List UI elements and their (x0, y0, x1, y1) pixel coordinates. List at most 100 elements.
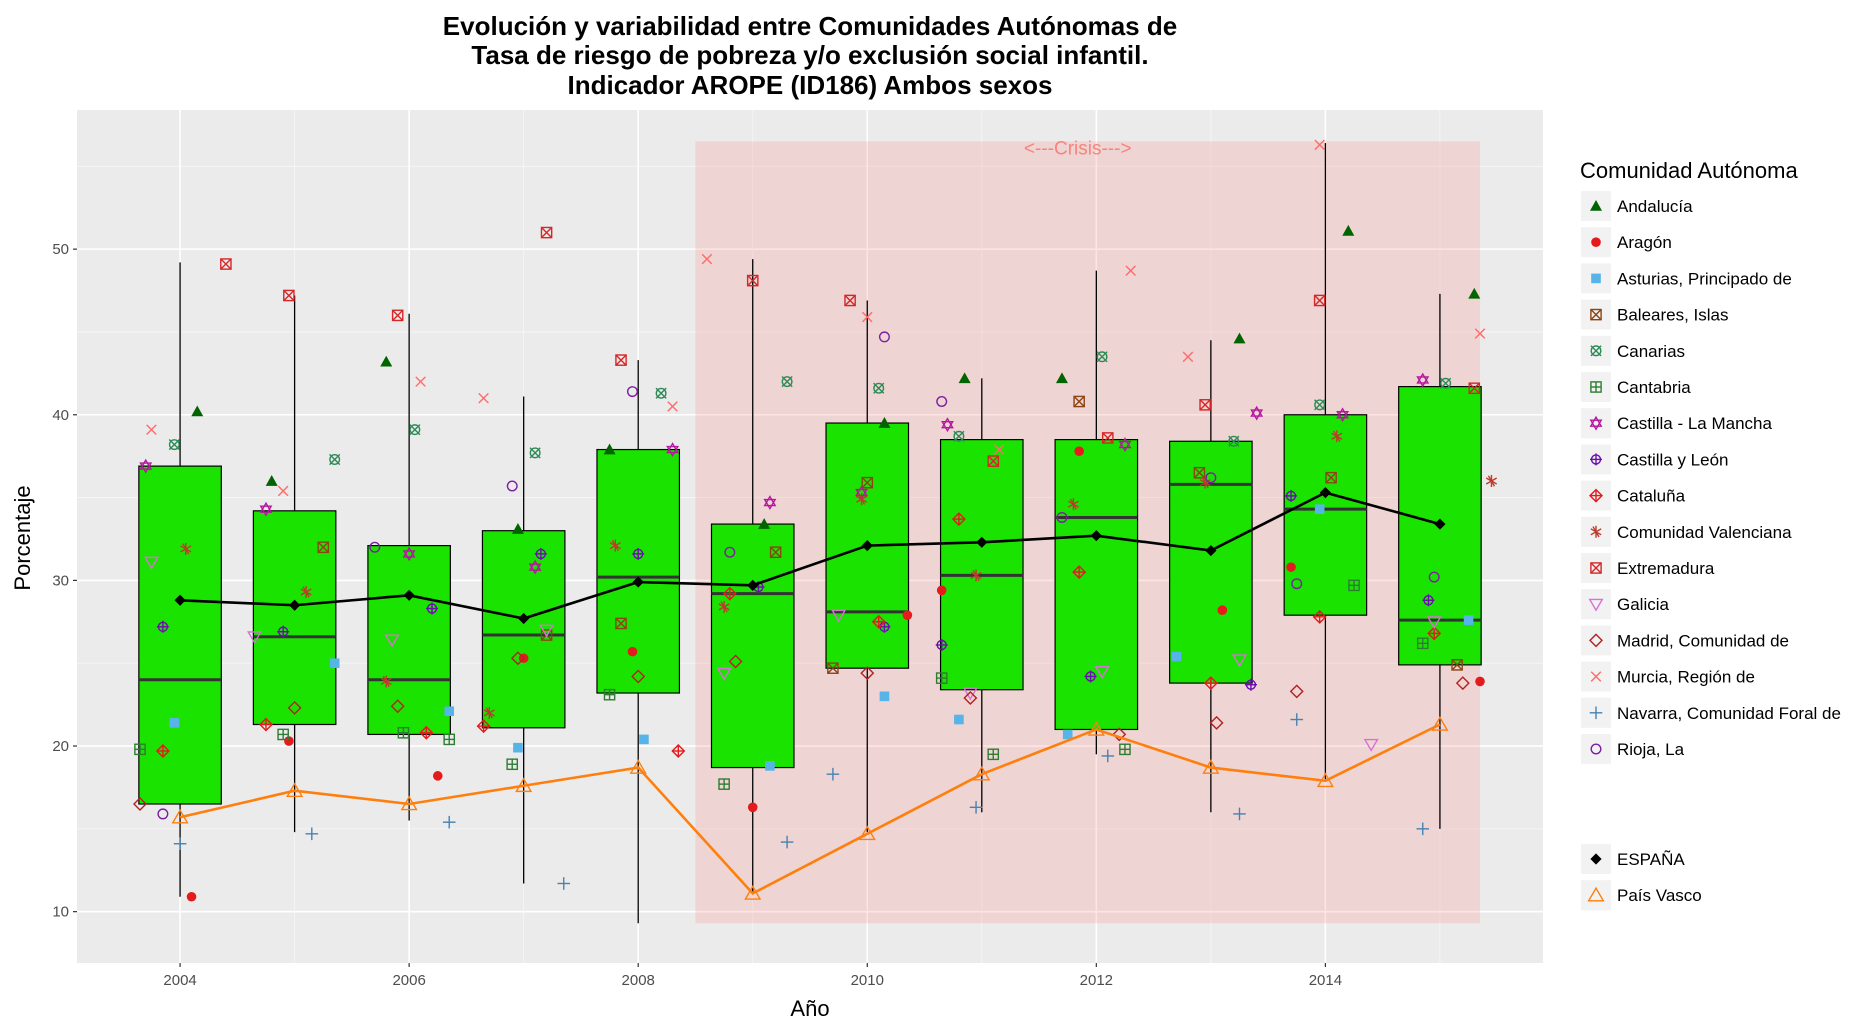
legend-key-marker (1590, 743, 1602, 755)
series-point (1455, 676, 1470, 691)
series-point-stroke (1199, 399, 1211, 411)
series-point-shape (1363, 738, 1379, 752)
series-point-stroke (529, 447, 541, 459)
legend-key-marker-shape (1588, 598, 1604, 612)
series-point (265, 475, 278, 486)
series-point-shape (936, 585, 947, 596)
series-point (277, 485, 289, 497)
series-point-stroke (1314, 139, 1325, 151)
series-point (861, 311, 873, 323)
series-point-shape (1062, 729, 1073, 740)
series-point (1290, 713, 1304, 726)
box-body (596, 448, 681, 694)
line-path (179, 723, 1441, 896)
x-tick-label: 2010 (851, 972, 884, 989)
series-point (1096, 351, 1108, 363)
series-15 (157, 331, 1440, 820)
series-point-stroke (1451, 659, 1463, 671)
line-point (289, 599, 301, 611)
series-point-shape (329, 453, 341, 465)
legend-key-marker-shape (1589, 415, 1603, 427)
series-point-shape (1475, 676, 1485, 687)
series-point (511, 523, 524, 534)
series-point (701, 253, 713, 265)
series-point (746, 274, 759, 287)
series-point (1062, 729, 1073, 740)
series-point-stroke (655, 387, 667, 399)
legend-label: ESPAÑA (1617, 850, 1685, 869)
series-point (180, 542, 192, 555)
series-point (277, 728, 289, 741)
box-2004 (138, 262, 222, 897)
series-point-shape (716, 667, 732, 681)
box-2009 (710, 259, 795, 894)
series-point (1422, 594, 1435, 607)
series-point-stroke (302, 586, 310, 598)
series-point-shape (953, 430, 965, 442)
series-point (765, 761, 775, 771)
legend-key-marker (1590, 381, 1602, 393)
series-point-stroke (182, 543, 190, 555)
legend-item: Cataluña (1581, 480, 1686, 511)
series-point-stroke (844, 294, 856, 307)
line-point (174, 594, 186, 606)
series-point (317, 541, 330, 554)
series-1 (186, 446, 1485, 902)
line-point-shape (400, 795, 418, 811)
series-point (951, 512, 966, 527)
legend-key-marker-stroke (1590, 671, 1602, 682)
series-point (935, 672, 948, 684)
series-11 (143, 556, 1442, 752)
line-point-shape (518, 612, 530, 625)
series-point-shape (317, 541, 330, 554)
series-point (1314, 504, 1325, 514)
series-point (935, 638, 948, 651)
series-point-shape (655, 387, 667, 399)
x-tick-label: 2014 (1309, 972, 1342, 989)
line-point-shape (632, 576, 644, 588)
series-point-shape (1314, 504, 1325, 514)
legend-item: Asturias, Principado de (1581, 263, 1792, 294)
series-point-shape (1096, 351, 1108, 363)
series-point (557, 877, 571, 890)
series-point-shape (724, 546, 736, 558)
series-point-shape2 (528, 563, 542, 575)
legend-key-marker-stroke (1590, 309, 1602, 321)
legend-item: ESPAÑA (1581, 844, 1685, 874)
series-point (718, 600, 730, 613)
series-point-shape (510, 651, 525, 666)
series-point (444, 706, 455, 717)
series-point-stroke (747, 275, 759, 287)
series-point (510, 651, 525, 666)
series-point (380, 355, 393, 367)
series-point-shape (666, 442, 679, 454)
series-point-stroke (1193, 467, 1206, 479)
series-point-shape (391, 309, 404, 322)
series-9 (180, 430, 1498, 719)
series-point-shape (1112, 727, 1127, 742)
legend-label: Baleares, Islas (1617, 306, 1729, 325)
series-point-shape (936, 396, 948, 408)
series-point (831, 609, 847, 623)
series-point (1485, 475, 1498, 488)
series-point (1119, 743, 1131, 756)
series-point (993, 444, 1005, 455)
legend-item: País Vasco (1581, 880, 1702, 911)
series-point (1451, 659, 1463, 671)
legend-title: Comunidad Autónoma (1580, 158, 1798, 183)
y-tick-label: 40 (52, 407, 69, 424)
series-point-shape (831, 609, 847, 623)
series-point (173, 837, 187, 851)
legend-key-marker (1590, 453, 1602, 466)
series-point-stroke (1487, 475, 1496, 487)
series-point-shape (1455, 676, 1470, 691)
line-point (515, 777, 533, 793)
box-body (138, 465, 222, 805)
box-2008 (596, 360, 681, 924)
box-body (1283, 414, 1368, 616)
series-point (432, 771, 443, 781)
series-point-stroke (1201, 477, 1209, 489)
series-point (1112, 727, 1127, 742)
series-point-shape (827, 662, 839, 674)
legend-key-marker-stroke (1590, 562, 1602, 574)
